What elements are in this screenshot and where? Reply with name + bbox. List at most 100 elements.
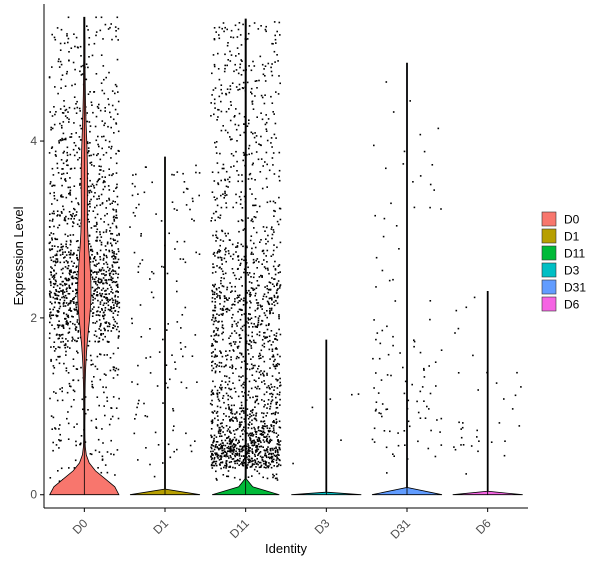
data-point [403, 150, 406, 153]
data-point [67, 304, 69, 306]
data-point [68, 253, 71, 256]
data-point [255, 287, 258, 289]
data-point [253, 379, 256, 381]
data-point [94, 216, 97, 219]
data-point [60, 28, 63, 31]
data-point [251, 475, 253, 477]
data-point [242, 445, 245, 448]
data-point [249, 413, 251, 415]
data-point [66, 262, 69, 264]
data-point [71, 215, 73, 218]
data-point [383, 217, 386, 220]
data-point [225, 202, 227, 204]
data-point [110, 291, 112, 293]
data-point [115, 187, 117, 190]
data-point [226, 442, 229, 445]
data-point [255, 135, 258, 137]
data-point [383, 430, 386, 432]
data-point [228, 435, 230, 438]
data-point [218, 95, 221, 98]
data-point [107, 329, 109, 332]
data-point [455, 309, 458, 312]
data-point [268, 272, 270, 275]
data-point [53, 123, 56, 126]
data-point [211, 457, 213, 459]
data-point [214, 371, 217, 374]
data-point [234, 413, 236, 415]
data-point [457, 327, 460, 330]
data-point [228, 350, 231, 352]
data-point [110, 126, 112, 129]
data-point [257, 28, 260, 30]
data-point [252, 162, 254, 165]
data-point [49, 290, 51, 293]
data-point [64, 109, 67, 112]
data-point [53, 270, 55, 272]
data-point [95, 73, 98, 75]
data-point [221, 167, 224, 170]
data-point [104, 107, 106, 109]
data-point [227, 250, 230, 252]
data-point [236, 325, 238, 327]
data-point [88, 43, 90, 46]
data-point [116, 290, 118, 292]
data-point [186, 188, 189, 190]
data-point [222, 397, 224, 399]
data-point [50, 266, 52, 268]
data-point [274, 210, 276, 213]
data-point [162, 462, 164, 464]
data-point [94, 125, 97, 128]
data-point [102, 273, 105, 275]
data-point [224, 232, 226, 235]
data-point [226, 288, 228, 291]
data-point [239, 407, 241, 410]
data-point [250, 345, 252, 347]
data-point [61, 137, 63, 140]
data-point [215, 477, 218, 480]
data-point [276, 30, 278, 33]
data-point [270, 424, 273, 426]
data-point [53, 36, 56, 39]
data-point [78, 225, 81, 228]
data-point [250, 282, 253, 284]
data-point [65, 196, 68, 199]
x-tick-label: D3 [312, 516, 333, 537]
data-point [60, 276, 62, 278]
data-point [219, 430, 222, 433]
data-point [213, 448, 216, 451]
data-point [279, 241, 282, 244]
data-point [104, 321, 106, 324]
data-point [267, 118, 270, 120]
data-point [112, 312, 115, 314]
data-point [169, 378, 171, 381]
data-point [277, 272, 280, 274]
data-point [110, 279, 113, 281]
data-point [260, 441, 262, 444]
data-point [229, 50, 231, 53]
data-point [62, 196, 64, 198]
data-point [229, 439, 231, 441]
data-point [92, 153, 95, 156]
data-point [266, 249, 269, 252]
data-point [210, 456, 212, 458]
data-point [104, 314, 106, 316]
data-point [99, 325, 101, 328]
data-point [277, 440, 279, 442]
data-point [226, 28, 228, 31]
data-point [237, 442, 239, 445]
data-point [252, 253, 254, 255]
data-point [246, 432, 248, 434]
data-point [59, 261, 62, 264]
data-point [115, 225, 118, 228]
data-point [255, 151, 258, 153]
data-point [102, 442, 104, 444]
data-point [114, 299, 117, 301]
data-point [52, 282, 55, 285]
data-point [261, 412, 263, 414]
data-point [99, 270, 102, 272]
data-point [279, 218, 282, 221]
data-point [215, 234, 217, 236]
data-point [111, 255, 114, 258]
data-point [220, 445, 223, 447]
data-point [254, 294, 256, 297]
